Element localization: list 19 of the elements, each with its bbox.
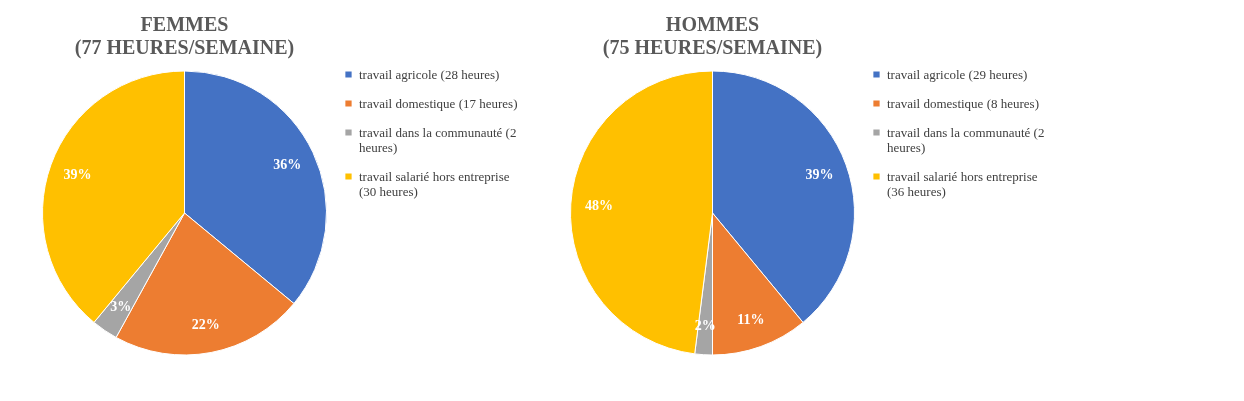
legend-label: travail domestique (8 heures) — [887, 95, 1039, 111]
chart-subtitle: (77 HEURES/SEMAINE) — [74, 36, 295, 59]
chart-subtitle: (75 HEURES/SEMAINE) — [602, 36, 823, 59]
legend-label: travail agricole (29 heures) — [887, 66, 1028, 82]
data-label: 11% — [737, 311, 765, 327]
data-label: 48% — [585, 197, 614, 213]
legend-label: travail domestique (17 heures) — [359, 95, 518, 111]
legend-label: travail agricole (28 heures) — [359, 66, 500, 82]
data-label: 22% — [191, 316, 220, 332]
legend-label: travail dans la communauté (2 heures) — [359, 124, 517, 155]
chart-title: FEMMES — [140, 13, 229, 35]
data-label: 3% — [110, 298, 132, 314]
data-label: 39% — [805, 166, 834, 182]
legend-label: travail dans la communauté (2 heures) — [887, 124, 1045, 155]
chart-title: HOMMES — [665, 13, 760, 35]
data-label: 39% — [63, 166, 92, 182]
legend-label: travail salarié hors entreprise (30 heures) — [359, 168, 510, 199]
data-label: 36% — [273, 156, 302, 172]
legend-label: travail salarié hors entreprise (36 heures) — [887, 168, 1038, 199]
